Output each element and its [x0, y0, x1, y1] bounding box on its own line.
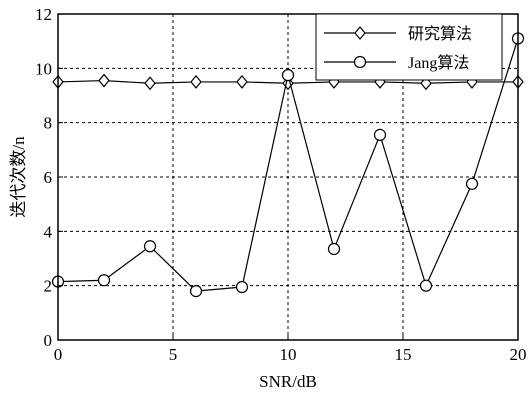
data-point-circle [143, 240, 157, 253]
data-point-diamond [98, 73, 110, 88]
x-tick-label: 10 [280, 345, 297, 364]
y-tick-label: 0 [44, 331, 53, 350]
data-point-diamond [190, 74, 202, 89]
x-tick-label: 5 [169, 345, 178, 364]
x-tick-label: 15 [395, 345, 412, 364]
y-tick-label: 12 [35, 5, 52, 24]
data-point-circle [419, 279, 433, 292]
legend-marker-circle [353, 55, 367, 69]
y-tick-label: 4 [44, 222, 53, 241]
y-axis-label: 迭代次数/n [9, 136, 28, 218]
y-tick-label: 10 [35, 59, 52, 78]
data-point-circle [281, 69, 295, 82]
x-axis-ticks: 0 5 10 15 20 [54, 335, 527, 364]
x-tick-label: 20 [510, 345, 527, 364]
y-tick-label: 2 [44, 277, 53, 296]
y-tick-label: 6 [44, 168, 53, 187]
legend-box [315, 13, 503, 81]
data-point-circle [465, 177, 479, 190]
legend: 研究算法 Jang算法 [315, 13, 503, 81]
x-axis-label: SNR/dB [259, 372, 317, 391]
x-tick-label: 0 [54, 345, 63, 364]
legend-marker-diamond [354, 26, 366, 40]
legend-label: Jang算法 [408, 53, 469, 72]
data-point-circle [373, 128, 387, 141]
data-point-diamond [236, 74, 248, 89]
legend-label: 研究算法 [408, 24, 472, 43]
legend-item: 研究算法 [324, 24, 472, 43]
data-point-circle [97, 274, 111, 287]
y-axis-ticks: 0 2 4 6 8 10 12 [35, 5, 63, 350]
data-point-diamond [144, 76, 156, 91]
legend-item: Jang算法 [324, 53, 469, 72]
data-point-circle [235, 280, 249, 294]
data-point-circle [189, 285, 203, 298]
y-tick-label: 8 [44, 114, 53, 133]
data-point-circle [327, 242, 341, 256]
